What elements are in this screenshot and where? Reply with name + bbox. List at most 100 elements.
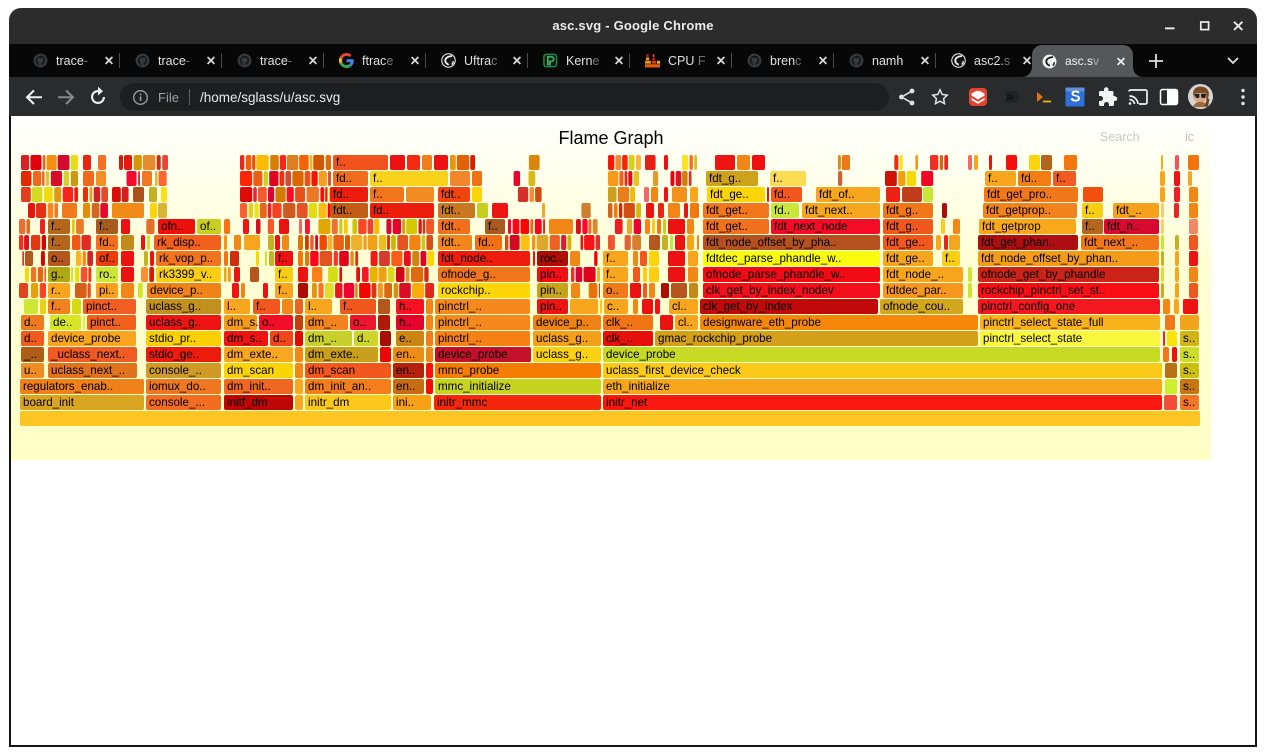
svg-text:o..: o.. bbox=[353, 316, 366, 329]
svg-text:en..: en.. bbox=[396, 380, 415, 393]
svg-text:en..: en.. bbox=[396, 364, 415, 377]
svg-text:device_probe: device_probe bbox=[438, 348, 508, 361]
svg-text:ic: ic bbox=[1185, 130, 1194, 144]
svg-text:d..: d.. bbox=[357, 332, 370, 345]
svg-text:fdtdec_par..: fdtdec_par.. bbox=[886, 284, 947, 297]
svg-text:console_...: console_... bbox=[149, 396, 205, 409]
svg-text:fdt_of..: fdt_of.. bbox=[819, 188, 854, 201]
svg-text:e..: e.. bbox=[399, 332, 412, 345]
svg-text:fdt_ge..: fdt_ge.. bbox=[710, 188, 749, 201]
svg-text:_uclass_next..: _uclass_next.. bbox=[50, 348, 125, 361]
svg-text:fdt_..: fdt_.. bbox=[1116, 204, 1142, 217]
svg-text:initr_net: initr_net bbox=[606, 396, 648, 409]
svg-text:s..: s.. bbox=[1183, 380, 1195, 393]
svg-text:fdt..: fdt.. bbox=[333, 204, 352, 217]
svg-text:fdt..: fdt.. bbox=[441, 236, 460, 249]
svg-text:uclass_g..: uclass_g.. bbox=[536, 332, 588, 345]
svg-text:initf_dm: initf_dm bbox=[227, 396, 268, 409]
svg-text:f..: f.. bbox=[606, 268, 616, 281]
svg-text:roc..: roc.. bbox=[540, 252, 563, 265]
svg-text:fdt_get..: fdt_get.. bbox=[706, 204, 748, 217]
svg-text:f..: f.. bbox=[51, 300, 61, 313]
svg-text:pinctrl_config_one: pinctrl_config_one bbox=[981, 300, 1075, 313]
svg-text:dm_exte..: dm_exte.. bbox=[308, 348, 359, 361]
svg-text:fdt_get_pro..: fdt_get_pro.. bbox=[987, 188, 1052, 201]
svg-text:stdio_pr..: stdio_pr.. bbox=[149, 332, 196, 345]
svg-text:f..: f.. bbox=[278, 284, 288, 297]
svg-text:f..: f.. bbox=[373, 188, 383, 201]
svg-text:initr_mmc: initr_mmc bbox=[437, 396, 487, 409]
svg-text:device_probe: device_probe bbox=[51, 332, 121, 345]
svg-text:dm_init_an..: dm_init_an.. bbox=[308, 380, 371, 393]
svg-text:mmc_probe: mmc_probe bbox=[438, 364, 499, 377]
svg-text:d..: d.. bbox=[273, 332, 286, 345]
svg-text:fdt_next_..: fdt_next_.. bbox=[1084, 236, 1138, 249]
svg-text:designware_eth_probe: designware_eth_probe bbox=[703, 316, 821, 329]
svg-text:f..: f.. bbox=[51, 220, 61, 233]
svg-text:s..: s.. bbox=[1183, 332, 1195, 345]
svg-text:ofn..: ofn.. bbox=[161, 220, 184, 233]
svg-text:fdt_ge..: fdt_ge.. bbox=[886, 252, 925, 265]
svg-text:eth_initialize: eth_initialize bbox=[606, 380, 670, 393]
svg-text:clk_get_by_index: clk_get_by_index bbox=[703, 300, 793, 313]
svg-text:pinctrl_..: pinctrl_.. bbox=[438, 300, 482, 313]
svg-text:rk_disp..: rk_disp.. bbox=[157, 236, 201, 249]
svg-text:pinctrl_..: pinctrl_.. bbox=[438, 332, 482, 345]
svg-text:fdt_node..: fdt_node.. bbox=[441, 252, 493, 265]
svg-text:uclass_first_device_check: uclass_first_device_check bbox=[606, 364, 741, 377]
svg-text:dm_scan: dm_scan bbox=[308, 364, 355, 377]
svg-text:fdt_g..: fdt_g.. bbox=[886, 204, 918, 217]
svg-text:f..: f.. bbox=[343, 300, 353, 313]
svg-text:h..: h.. bbox=[399, 300, 412, 313]
svg-text:fd..: fd.. bbox=[478, 236, 494, 249]
svg-text:of..: of.. bbox=[200, 220, 216, 233]
svg-text:ofnode_parse_phandle_w..: ofnode_parse_phandle_w.. bbox=[706, 268, 845, 281]
svg-text:o..: o.. bbox=[51, 252, 64, 265]
svg-text:fdt_next_node: fdt_next_node bbox=[774, 220, 848, 233]
svg-text:fdt_node_offset_by_pha..: fdt_node_offset_by_pha.. bbox=[706, 236, 837, 249]
svg-text:fdt..: fdt.. bbox=[441, 188, 460, 201]
svg-text:pinct..: pinct.. bbox=[86, 300, 117, 313]
svg-text:h..: h.. bbox=[399, 316, 412, 329]
svg-text:u..: u.. bbox=[24, 364, 37, 377]
svg-text:fd..: fd.. bbox=[373, 204, 389, 217]
svg-text:dm_..: dm_.. bbox=[308, 332, 337, 345]
svg-text:uclass_next_..: uclass_next_.. bbox=[51, 364, 125, 377]
svg-text:fdt_ge..: fdt_ge.. bbox=[886, 236, 925, 249]
svg-text:f..: f.. bbox=[278, 268, 288, 281]
svg-text:en..: en.. bbox=[396, 348, 415, 361]
svg-text:clk_get_by_index_nodev: clk_get_by_index_nodev bbox=[706, 284, 834, 297]
svg-text:mmc_initialize: mmc_initialize bbox=[438, 380, 511, 393]
svg-text:pi..: pi.. bbox=[99, 284, 114, 297]
svg-text:device_p..: device_p.. bbox=[150, 284, 203, 297]
svg-text:de..: de.. bbox=[53, 316, 72, 329]
svg-text:cl..: cl.. bbox=[678, 316, 693, 329]
svg-text:fd..: fd.. bbox=[1021, 172, 1037, 185]
svg-text:l..: l.. bbox=[227, 300, 236, 313]
svg-text:d..: d.. bbox=[24, 332, 37, 345]
svg-text:_..: _.. bbox=[23, 348, 37, 361]
svg-text:rk_vop_p..: rk_vop_p.. bbox=[159, 252, 213, 265]
svg-text:dm_s..: dm_s.. bbox=[227, 316, 262, 329]
svg-text:f..: f.. bbox=[606, 252, 616, 265]
svg-text:s..: s.. bbox=[1183, 348, 1195, 361]
svg-text:pinct..: pinct.. bbox=[90, 316, 121, 329]
svg-text:console_..: console_.. bbox=[149, 364, 202, 377]
svg-text:stdio_ge..: stdio_ge.. bbox=[149, 348, 199, 361]
svg-text:regulators_enab..: regulators_enab.. bbox=[23, 380, 113, 393]
svg-text:of..: of.. bbox=[99, 252, 115, 265]
svg-text:ofnode_cou..: ofnode_cou.. bbox=[883, 300, 950, 313]
svg-text:fdt_n..: fdt_n.. bbox=[1107, 220, 1139, 233]
svg-text:ini..: ini.. bbox=[396, 396, 414, 409]
svg-text:f..: f.. bbox=[988, 172, 998, 185]
svg-text:pin..: pin.. bbox=[540, 284, 562, 297]
svg-text:ofnode_get_by_phandle: ofnode_get_by_phandle bbox=[981, 268, 1105, 281]
svg-text:dm_exte..: dm_exte.. bbox=[227, 348, 278, 361]
svg-text:clk_..: clk_.. bbox=[606, 332, 633, 345]
svg-text:fd..: fd.. bbox=[336, 172, 352, 185]
svg-text:l..: l.. bbox=[308, 300, 317, 313]
svg-text:pinctrl_select_state: pinctrl_select_state bbox=[983, 332, 1082, 345]
svg-text:pinctrl_select_state_full: pinctrl_select_state_full bbox=[983, 316, 1104, 329]
svg-text:s..: s.. bbox=[1183, 396, 1195, 409]
svg-text:pin..: pin.. bbox=[540, 300, 562, 313]
